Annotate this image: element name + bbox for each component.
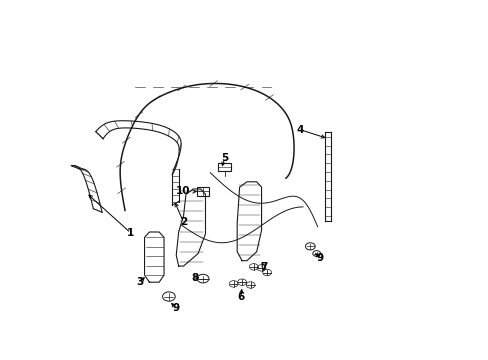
Text: 5: 5 (221, 153, 228, 163)
Text: 3: 3 (136, 277, 143, 287)
Text: 9: 9 (316, 253, 323, 263)
Bar (217, 163, 231, 171)
Text: 2: 2 (180, 217, 187, 227)
Text: 7: 7 (260, 262, 267, 272)
Text: 4: 4 (296, 125, 304, 135)
Text: 10: 10 (176, 186, 190, 197)
Text: 6: 6 (237, 292, 244, 302)
Text: 1: 1 (127, 228, 134, 238)
Bar (197, 187, 208, 196)
Text: 9: 9 (172, 303, 180, 313)
Text: 8: 8 (191, 273, 198, 283)
